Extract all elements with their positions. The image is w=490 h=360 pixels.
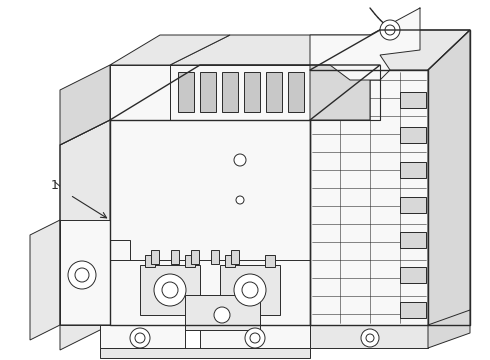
Polygon shape [310,325,428,348]
Circle shape [68,261,96,289]
Circle shape [242,282,258,298]
Circle shape [250,333,260,343]
Polygon shape [400,92,426,108]
Polygon shape [110,260,310,325]
Polygon shape [428,310,470,348]
Polygon shape [151,250,159,264]
Polygon shape [110,65,170,120]
Polygon shape [400,162,426,178]
Circle shape [380,20,400,40]
Polygon shape [225,255,235,267]
Polygon shape [244,72,260,112]
Polygon shape [185,295,260,330]
Circle shape [162,282,178,298]
Polygon shape [400,197,426,213]
Circle shape [234,274,266,306]
Circle shape [245,328,265,348]
Polygon shape [110,120,310,325]
Circle shape [154,274,186,306]
Polygon shape [191,250,199,264]
Circle shape [236,196,244,204]
Polygon shape [400,302,426,318]
Circle shape [361,329,379,347]
Polygon shape [110,35,230,65]
Polygon shape [310,35,370,120]
Polygon shape [170,35,370,65]
Text: 1: 1 [51,179,59,192]
Polygon shape [231,250,239,264]
Polygon shape [100,348,310,358]
Polygon shape [200,325,310,348]
Polygon shape [310,30,470,70]
Polygon shape [60,220,130,325]
Circle shape [366,334,374,342]
Circle shape [130,328,150,348]
Polygon shape [178,72,194,112]
Circle shape [214,307,230,323]
Polygon shape [60,120,110,350]
Polygon shape [140,265,200,315]
Polygon shape [310,70,428,325]
Polygon shape [310,8,420,80]
Polygon shape [288,72,304,112]
Polygon shape [171,250,179,264]
Polygon shape [100,325,185,348]
Polygon shape [428,30,470,325]
Polygon shape [265,255,275,267]
Polygon shape [400,232,426,248]
Polygon shape [200,72,216,112]
Polygon shape [185,255,195,267]
Polygon shape [30,220,60,340]
Polygon shape [170,65,310,120]
Polygon shape [266,72,282,112]
Circle shape [75,268,89,282]
Polygon shape [400,267,426,283]
Polygon shape [222,72,238,112]
Polygon shape [60,65,110,145]
Polygon shape [110,65,380,120]
Polygon shape [211,250,219,264]
Circle shape [234,154,246,166]
Circle shape [385,25,395,35]
Polygon shape [400,127,426,143]
Polygon shape [145,255,155,267]
Polygon shape [220,265,280,315]
Circle shape [135,333,145,343]
